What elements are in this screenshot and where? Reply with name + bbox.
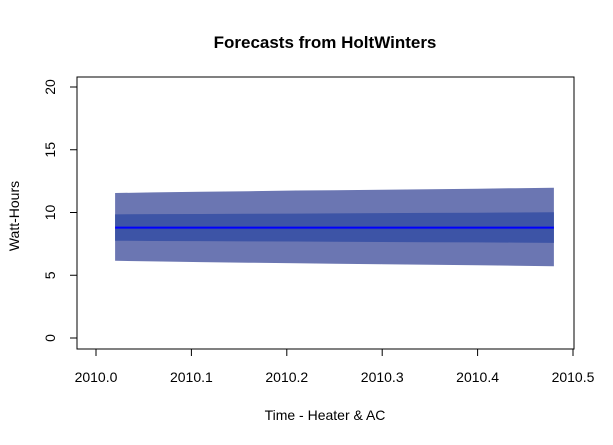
y-tick-label: 20	[42, 79, 58, 95]
y-tick-label: 0	[42, 334, 58, 342]
y-tick-label: 5	[42, 271, 58, 279]
x-tick-label: 2010.4	[456, 369, 499, 385]
x-axis: 2010.0 2010.1 2010.2 2010.3 2010.4 2010.5	[75, 348, 595, 385]
x-tick-label: 2010.0	[75, 369, 118, 385]
x-tick-label: 2010.3	[361, 369, 404, 385]
chart-title: Forecasts from HoltWinters	[214, 33, 437, 52]
y-tick-label: 10	[42, 205, 58, 221]
y-tick-label: 15	[42, 142, 58, 158]
x-tick-label: 2010.1	[170, 369, 213, 385]
y-axis-label: Watt-Hours	[6, 181, 22, 251]
x-tick-label: 2010.5	[552, 369, 595, 385]
y-axis: 0 5 10 15 20	[42, 79, 78, 342]
x-tick-label: 2010.2	[265, 369, 308, 385]
x-axis-label: Time - Heater & AC	[265, 407, 386, 423]
